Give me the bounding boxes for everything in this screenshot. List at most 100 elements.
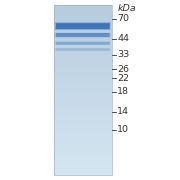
Bar [54,96,112,97]
Bar [54,43,112,44]
Bar [54,144,112,145]
Bar [54,40,112,41]
Bar [54,167,112,168]
Bar [54,69,112,70]
Bar [56,24,109,29]
Bar [54,92,112,93]
Bar [54,169,112,170]
Bar [54,9,112,10]
Bar [54,94,112,95]
Bar [54,90,112,91]
Bar [54,119,112,120]
Bar [54,52,112,53]
Bar [54,91,112,92]
Bar [54,59,112,60]
Bar [54,143,112,144]
Bar [54,116,112,117]
Bar [54,41,112,42]
Bar [54,7,112,8]
Bar [54,95,112,96]
Bar [54,129,112,130]
Bar [54,164,112,165]
Bar [54,100,112,101]
Bar [54,36,112,37]
Bar [56,33,109,37]
Bar [54,124,112,125]
Bar [54,159,112,160]
Bar [54,60,112,61]
Bar [54,126,112,127]
Bar [54,84,112,85]
Text: 44: 44 [117,34,129,43]
Bar [54,120,112,121]
Bar [54,110,112,111]
Bar [55,22,110,30]
Bar [54,105,112,106]
Bar [54,80,112,81]
Bar [54,158,112,159]
Bar [54,127,112,128]
Bar [54,162,112,163]
Bar [54,5,112,175]
Bar [54,48,112,49]
Bar [54,106,112,107]
Bar [55,33,110,37]
Bar [54,46,112,47]
Bar [54,20,112,21]
Bar [54,51,112,52]
Bar [54,148,112,149]
Bar [54,25,112,26]
Bar [56,48,110,51]
Bar [54,76,112,77]
Bar [54,15,112,16]
Bar [54,67,112,68]
Bar [54,130,112,131]
Bar [54,18,112,19]
Bar [55,41,110,45]
Bar [55,32,111,38]
Bar [54,132,112,133]
Bar [54,88,112,89]
Bar [54,125,112,126]
Bar [54,5,112,6]
Bar [54,82,112,83]
Bar [54,70,112,71]
Bar [54,134,112,135]
Bar [54,26,112,27]
Bar [54,64,112,65]
Bar [54,171,112,172]
Bar [56,33,109,37]
Bar [54,101,112,102]
Bar [54,68,112,69]
Bar [54,86,112,87]
Bar [56,23,110,29]
Bar [54,103,112,104]
Bar [54,141,112,142]
Bar [54,42,112,43]
Bar [55,22,111,30]
Bar [56,42,110,45]
Bar [54,33,112,34]
Bar [54,121,112,122]
Bar [54,118,112,119]
Bar [54,19,112,20]
Bar [56,23,110,29]
Bar [54,165,112,166]
Bar [54,99,112,100]
Bar [54,123,112,124]
Bar [56,48,109,51]
Bar [54,128,112,129]
Bar [54,34,112,35]
Bar [54,103,112,104]
Bar [56,33,110,37]
Bar [54,111,112,112]
Bar [54,53,112,54]
Bar [54,23,112,24]
Bar [54,16,112,17]
Bar [54,145,112,146]
Bar [54,102,112,103]
Bar [56,42,109,45]
Bar [54,166,112,167]
Bar [54,136,112,137]
Bar [54,78,112,79]
